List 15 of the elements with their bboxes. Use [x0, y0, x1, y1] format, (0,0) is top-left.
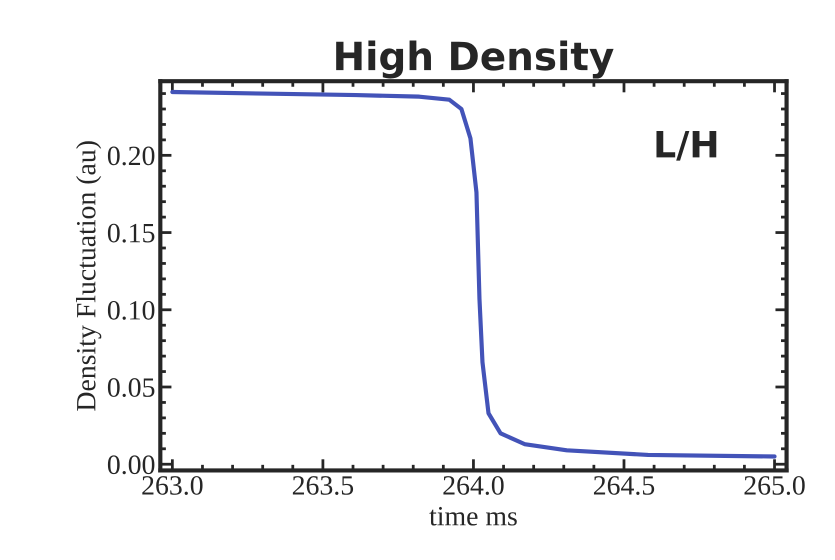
- y-axis-title: Density Fluctuation (au): [76, 141, 102, 411]
- x-axis-title: time ms: [429, 506, 517, 526]
- x-tick-label: 263.0: [142, 476, 203, 495]
- y-tick-label: 0.20: [108, 146, 154, 166]
- y-tick-label: 0.00: [108, 455, 154, 474]
- chart-title: High Density: [336, 40, 614, 78]
- annotation: L/H: [656, 131, 716, 161]
- x-tick-label: 265.0: [744, 476, 805, 495]
- x-tick-label: 264.5: [594, 476, 654, 495]
- x-tick-label: 263.5: [292, 476, 354, 495]
- line-series: [170, 90, 777, 459]
- y-tick-label: 0.10: [108, 300, 154, 320]
- x-tick-label: 264.0: [443, 476, 504, 495]
- y-tick-label: 0.15: [108, 224, 154, 243]
- y-tick-label: 0.05: [108, 378, 154, 398]
